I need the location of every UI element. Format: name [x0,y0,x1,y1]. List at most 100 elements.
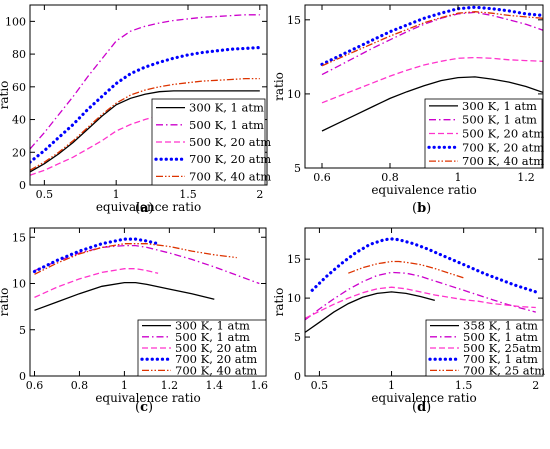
panel-b: 0.6 0.8 1 1.2 5 10 15 equivalence ratio ratio 300… [272,4,544,216]
series-line-5 [30,77,260,171]
y-tick-label: 15 [287,253,301,266]
x-tick-label: 1 [113,188,120,201]
legend-entry: 500 K, 20 atm [175,341,257,355]
legend-entry: 700 K, 25 atm [463,363,545,377]
legend-entry: 700 K, 1 atm [463,352,538,366]
x-tick-label: 0.8 [71,379,89,392]
legend-entry: 500 K, 1 atm [462,113,537,127]
legend-entry: 300 K, 1 atm [189,101,264,115]
panel-label: (b) [412,201,431,216]
legend-entry: 700 K, 40 atm [175,363,257,377]
x-axis-label: equivalence ratio [96,200,201,214]
x-tick-label: 1.5 [455,379,473,392]
y-tick-label: 15 [12,231,26,244]
y-tick-label: 15 [287,14,301,27]
legend-box [424,98,543,169]
series-line-3 [321,56,543,104]
series-line-4 [310,237,538,294]
x-axis-label: equivalence ratio [371,391,476,405]
series-line-2 [34,244,260,285]
y-tick-label: 0 [19,370,26,383]
panel-d: 0.5 1 1.5 2 0 5 10 15 equivalence ratio ratio 358 … [272,227,545,415]
y-tick-label: 5 [294,162,301,175]
y-tick-label: 10 [12,278,26,291]
legend-entry: 500 K, 20 atm [189,135,271,149]
y-tick-label: 80 [12,48,26,61]
series-line-5 [321,11,543,67]
legend-entry: 358 K, 1 atm [463,319,538,333]
series-line-2 [305,271,536,321]
legend-entry: 500 K, 25atm [463,341,542,355]
x-tick-label: 2 [532,379,539,392]
legend-entry: 300 K, 1 atm [462,99,537,113]
legend-entry: 500 K, 1 atm [463,330,538,344]
y-tick-label: 20 [12,146,26,159]
y-tick-label: 10 [287,292,301,305]
x-tick-label: 0.6 [26,379,44,392]
x-axis-label: equivalence ratio [95,391,200,405]
series-line-2 [321,11,543,76]
x-tick-label: 1 [388,379,395,392]
x-tick-label: 0.8 [381,171,399,184]
x-axis-label: equivalence ratio [371,183,476,197]
legend-entry: 700 K, 20 atm [175,352,257,366]
series-group [320,5,543,132]
series-line-5 [34,243,237,275]
x-tick-label: 1.6 [251,379,269,392]
series-group [32,237,260,311]
series-line-4 [32,237,160,274]
legend-entry: 700 K, 20 atm [189,152,271,166]
legend-box [137,319,267,377]
x-tick-label: 0.5 [36,188,54,201]
panel-c: 0.6 0.8 1 1.2 1.4 1.6 0 5 10 15 equivalence ratio r… [0,227,269,415]
series-line-4 [320,5,543,66]
x-tick-label: 1 [455,171,462,184]
y-tick-label: 10 [287,88,301,101]
plot-frame [304,4,544,169]
series-line-1 [305,291,435,333]
x-tick-label: 1.4 [206,379,224,392]
y-tick-label: 0 [19,179,26,192]
legend-box [425,319,544,377]
x-tick-label: 1.2 [161,379,179,392]
series-line-4 [30,45,262,164]
legend-entry: 500 K, 20 atm [462,127,544,141]
legend-entry: 300 K, 1 atm [175,319,250,333]
series-line-1 [321,76,543,132]
panel-label: (c) [135,400,153,415]
y-axis-label: ratio [0,81,11,110]
series-line-1 [30,90,260,173]
y-axis-label: ratio [272,72,286,101]
panel-label: (a) [135,201,154,216]
legend-entry: 700 K, 40 atm [462,154,544,168]
x-tick-label: 0.5 [311,379,329,392]
x-tick-label: 1.5 [179,188,197,201]
legend-entry: 500 K, 1 atm [189,118,264,132]
series-line-1 [34,281,215,311]
plot-frame [29,4,268,186]
series-line-2 [30,14,260,150]
x-tick-label: 1.2 [517,171,535,184]
y-axis-label: ratio [0,288,11,317]
plot-frame [304,227,544,377]
y-tick-label: 0 [294,370,301,383]
x-tick-label: 1 [121,379,128,392]
y-tick-label: 5 [19,324,26,337]
panel-label: (d) [412,400,431,415]
x-tick-label: 0.6 [313,171,331,184]
y-axis-label: ratio [272,288,286,317]
y-tick-label: 60 [12,81,26,94]
legend-entry: 700 K, 40 atm [189,169,271,183]
x-tick-label: 2 [256,188,263,201]
series-line-5 [348,260,464,279]
series-group [30,14,262,176]
y-tick-label: 100 [5,15,26,28]
legend-entry: 500 K, 1 atm [175,330,250,344]
series-group [305,237,538,333]
legend-entry: 700 K, 20 atm [462,140,544,154]
